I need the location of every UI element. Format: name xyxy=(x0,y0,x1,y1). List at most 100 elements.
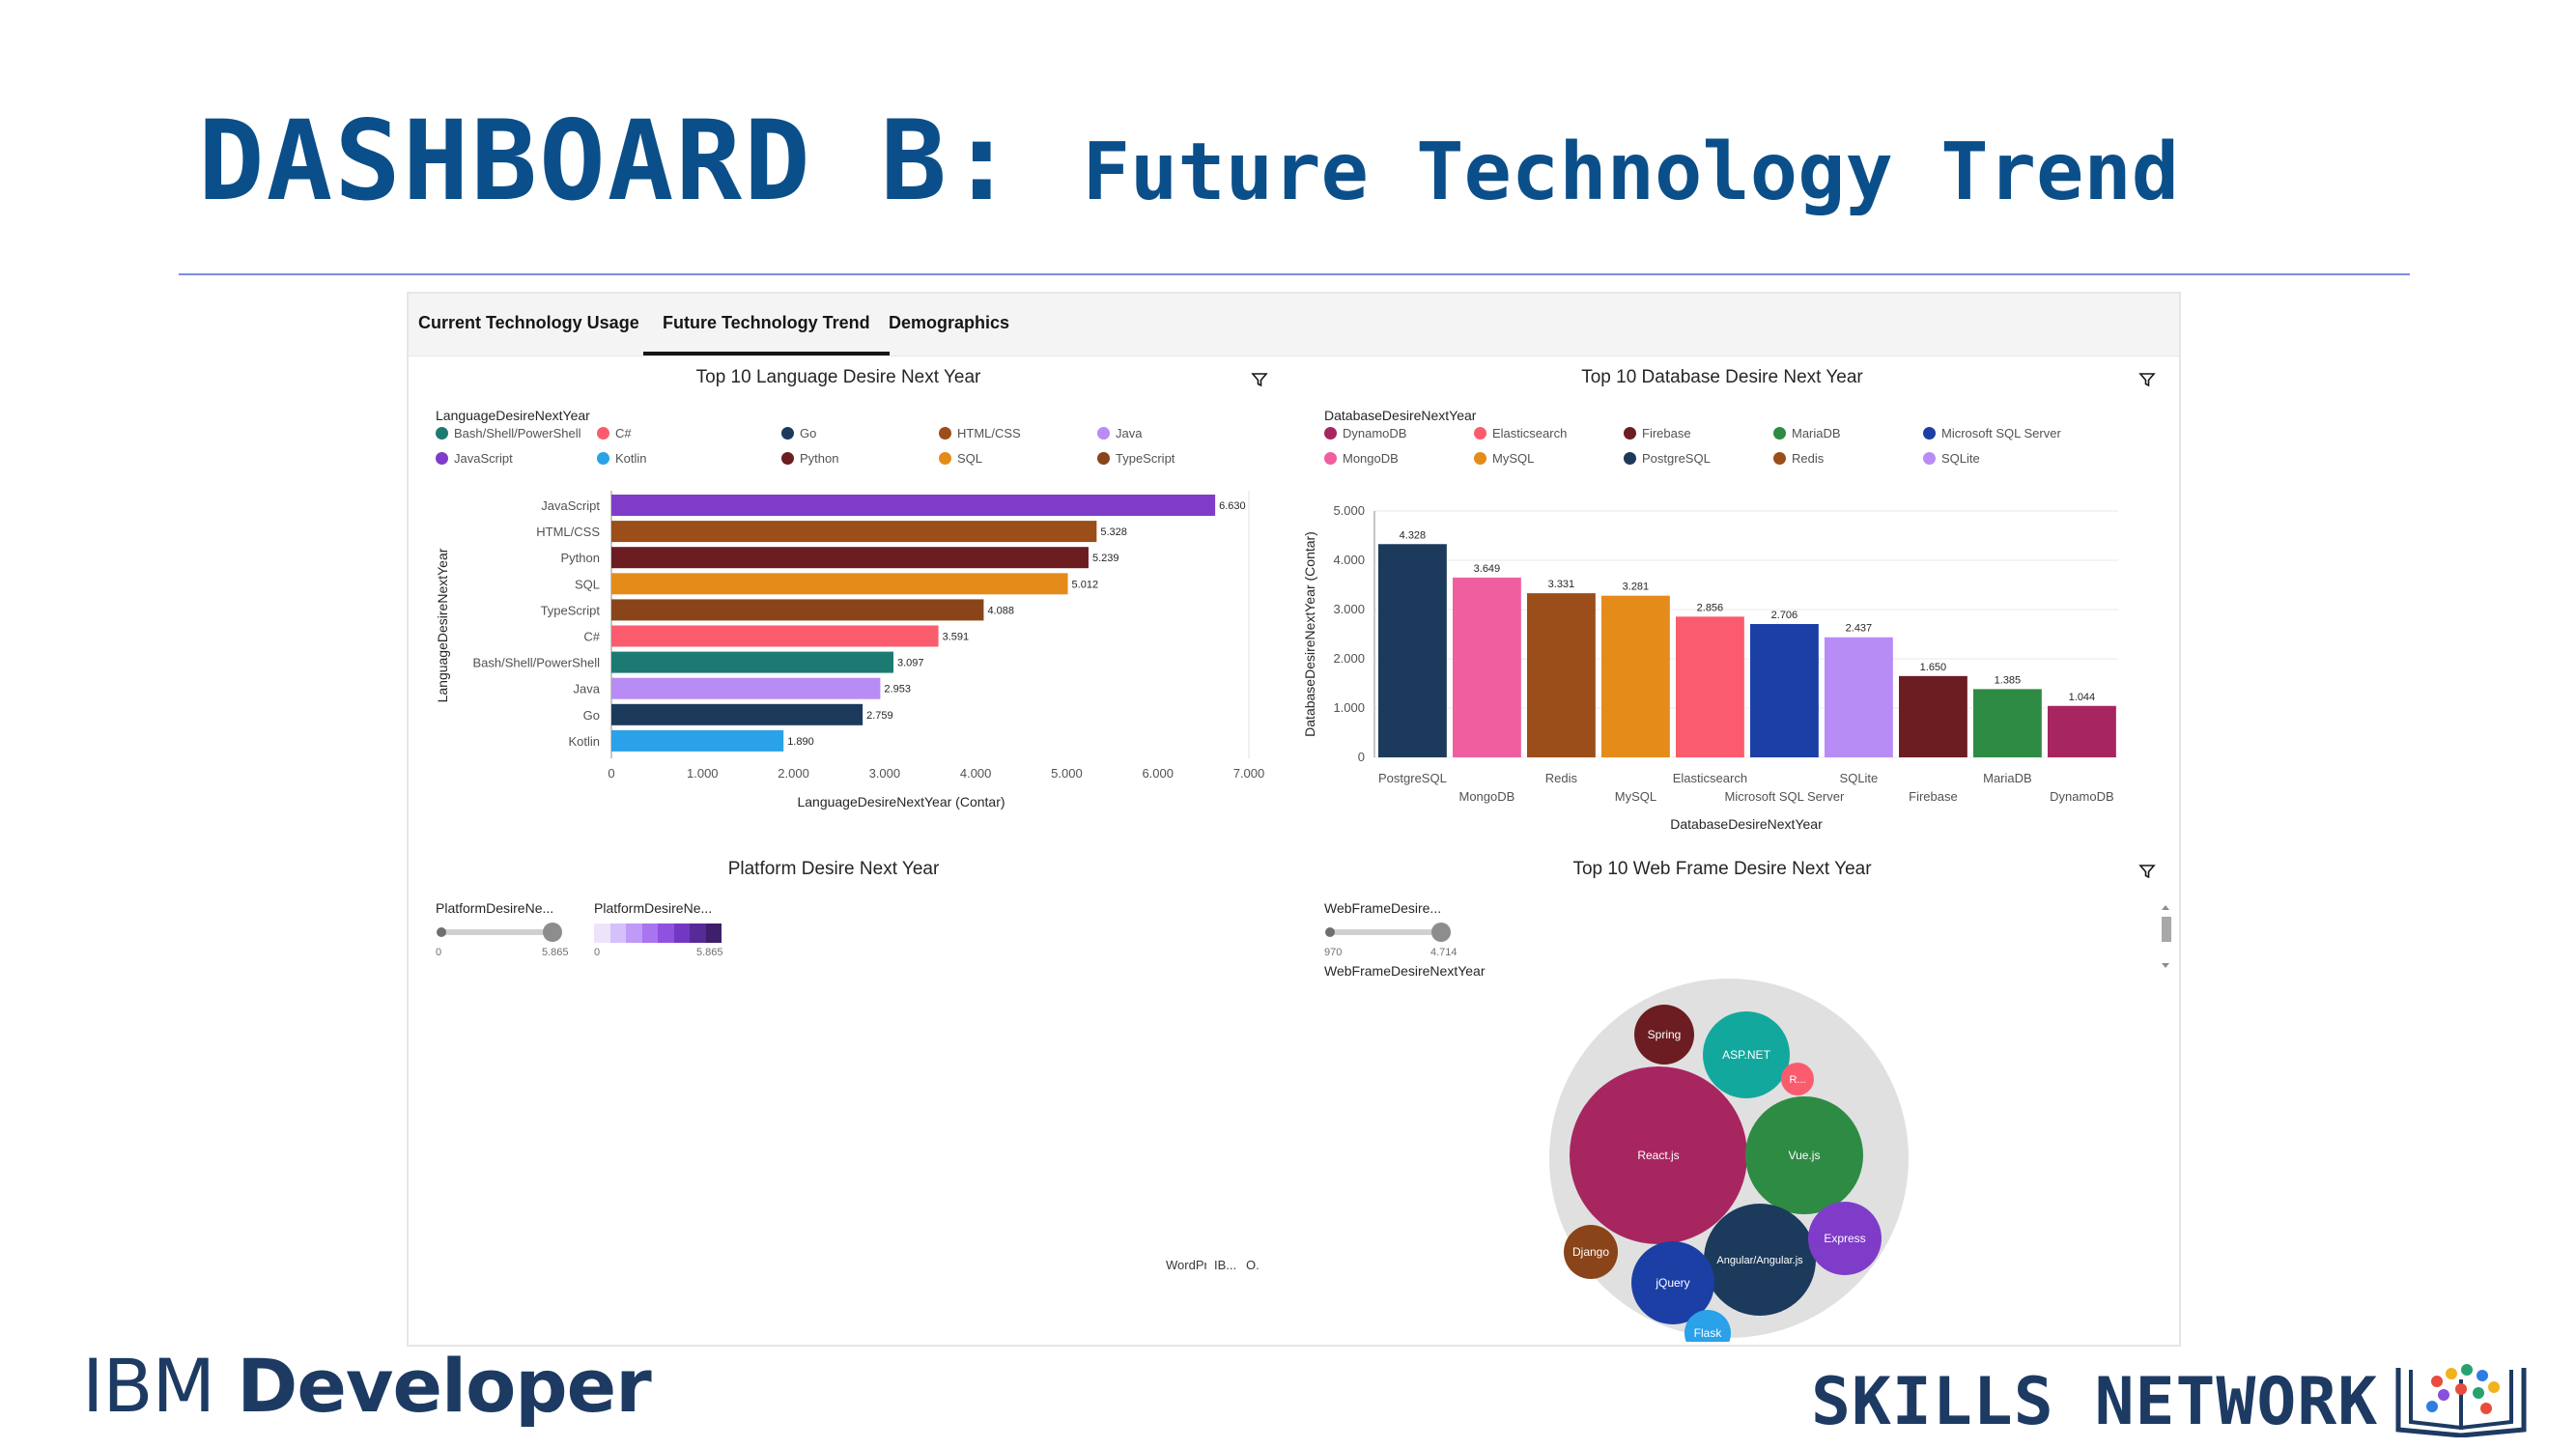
platform-size-slider[interactable] xyxy=(436,922,571,943)
bar-kotlin xyxy=(611,729,784,752)
legend-swatch xyxy=(597,427,609,440)
bubble-label: jQuery xyxy=(1655,1276,1689,1290)
tile-slack[interactable]: Slack xyxy=(1160,972,1264,1107)
database-legend-item-sqlite[interactable]: SQLite xyxy=(1923,451,1980,466)
category-label-html-css: HTML/CSS xyxy=(536,525,600,539)
value-label-sql: 5.012 xyxy=(1072,579,1099,590)
bar-mongodb xyxy=(1453,577,1521,757)
tile-docker[interactable]: Docker xyxy=(424,1153,649,1333)
language-filter-icon[interactable] xyxy=(1251,371,1268,388)
webframe-slider-label: WebFrameDesire... xyxy=(1324,900,1442,916)
bubble-jquery: jQuery xyxy=(1631,1241,1714,1324)
skills-network-logo: SKILLS NETWORK xyxy=(1811,1364,2379,1440)
skills-network-book-icon xyxy=(2395,1364,2527,1437)
language-legend-item-typescript[interactable]: TypeScript xyxy=(1097,451,1175,466)
database-legend-item-elasticsearch[interactable]: Elasticsearch xyxy=(1474,426,1567,440)
value-label-go: 2.759 xyxy=(866,710,893,722)
tile-other[interactable]: O... xyxy=(1242,1254,1264,1333)
y-tick-label: 2.000 xyxy=(1333,651,1365,666)
tab-demographics[interactable]: Demographics xyxy=(889,313,1010,332)
tile-windows[interactable]: Windows xyxy=(649,1111,874,1231)
language-legend-item-go[interactable]: Go xyxy=(781,426,816,440)
database-legend-item-mariadb[interactable]: MariaDB xyxy=(1773,426,1841,440)
tile-arduino[interactable]: Arduino xyxy=(1162,1107,1230,1254)
legend-swatch xyxy=(781,427,794,440)
database-legend-item-mongodb[interactable]: MongoDB xyxy=(1324,451,1399,466)
database-legend-item-firebase[interactable]: Firebase xyxy=(1624,426,1691,440)
bubble-spring: Spring xyxy=(1634,1005,1694,1065)
value-label-kotlin: 1.890 xyxy=(787,736,814,748)
tile-linux[interactable]: Linux xyxy=(424,972,649,1153)
legend-swatch xyxy=(1097,427,1110,440)
x-tick-label: 6.000 xyxy=(1142,766,1174,781)
tile-kubernetes[interactable]: Kubernetes xyxy=(874,972,1036,1111)
legend-label: Python xyxy=(800,451,839,466)
webframe-legend-scrollbar[interactable] xyxy=(2157,900,2174,978)
database-legend-item-mysql[interactable]: MySQL xyxy=(1474,451,1534,466)
legend-swatch xyxy=(436,452,448,465)
slider-max-handle xyxy=(1431,923,1451,942)
language-legend-item-c[interactable]: C# xyxy=(597,426,632,440)
tile-ios[interactable]: iOS xyxy=(1036,1221,1162,1333)
tile-google-cloud-platform[interactable]: Google Cloud Platf... xyxy=(1036,972,1160,1107)
legend-label: Microsoft SQL Server xyxy=(1941,426,2061,440)
value-label-typescript: 4.088 xyxy=(987,605,1014,616)
legend-swatch xyxy=(1624,427,1636,440)
language-legend-item-python[interactable]: Python xyxy=(781,451,838,466)
database-filter-icon[interactable] xyxy=(2138,371,2156,388)
database-legend-item-dynamodb[interactable]: DynamoDB xyxy=(1324,426,1406,440)
tile-heroku[interactable]: Heroku xyxy=(1230,1107,1264,1254)
tile-ibm[interactable]: IB... xyxy=(1210,1254,1242,1333)
bubble-label: Express xyxy=(1824,1232,1865,1245)
scroll-down-icon xyxy=(2162,963,2169,968)
x-axis-title: DatabaseDesireNextYear xyxy=(1670,816,1823,832)
bar-postgresql xyxy=(1378,544,1447,757)
tile-macos[interactable]: MacOS xyxy=(874,1111,1036,1223)
legend-label: HTML/CSS xyxy=(957,426,1021,440)
category-label-mariadb: MariaDB xyxy=(1983,771,2032,785)
y-tick-label: 0 xyxy=(1358,750,1365,764)
legend-label: MariaDB xyxy=(1792,426,1841,440)
bubble-label: Flask xyxy=(1694,1326,1723,1340)
language-legend-item-javascript[interactable]: JavaScript xyxy=(436,451,513,466)
category-label-sqlite: SQLite xyxy=(1840,771,1879,785)
database-legend-item-redis[interactable]: Redis xyxy=(1773,451,1824,466)
bar-firebase xyxy=(1899,675,1967,757)
bubble-label: Django xyxy=(1572,1245,1609,1259)
legend-swatch xyxy=(939,427,951,440)
webframe-filter-icon[interactable] xyxy=(2138,863,2156,880)
tile-microsoft-azure[interactable]: Microsoft Azure xyxy=(1036,1107,1162,1221)
language-legend-item-kotlin[interactable]: Kotlin xyxy=(597,451,647,466)
legend-swatch xyxy=(1097,452,1110,465)
bar-redis xyxy=(1527,593,1596,757)
language-legend-item-java[interactable]: Java xyxy=(1097,426,1142,440)
tab-future-technology-trend[interactable]: Future Technology Trend xyxy=(643,294,890,355)
legend-label: Elasticsearch xyxy=(1492,426,1568,440)
bubble-r: R... xyxy=(1781,1063,1814,1095)
tile-android[interactable]: Android xyxy=(649,1231,874,1333)
bar-mysql xyxy=(1601,595,1670,757)
database-legend-item-postgresql[interactable]: PostgreSQL xyxy=(1624,451,1711,466)
webframe-chart-title: Top 10 Web Frame Desire Next Year xyxy=(1572,859,1872,879)
legend-label: Firebase xyxy=(1642,426,1691,440)
tile-aws[interactable]: AWS xyxy=(649,972,874,1111)
bubble-circle xyxy=(1631,1241,1714,1324)
language-legend-item-bash-shell-powershell[interactable]: Bash/Shell/PowerShell xyxy=(436,426,581,440)
bubble-express: Express xyxy=(1808,1202,1882,1275)
language-legend-item-sql[interactable]: SQL xyxy=(939,451,982,466)
category-label-mongodb: MongoDB xyxy=(1459,789,1515,804)
bubble-react-js: React.js xyxy=(1570,1066,1747,1244)
legend-swatch xyxy=(1474,427,1486,440)
webframe-size-slider[interactable] xyxy=(1324,922,1459,943)
x-tick-label: 3.000 xyxy=(869,766,901,781)
bubble-circle xyxy=(1745,1096,1863,1214)
tile-wordpress[interactable]: WordPr... xyxy=(1162,1254,1210,1333)
language-legend-item-html-css[interactable]: HTML/CSS xyxy=(939,426,1021,440)
bar-elasticsearch xyxy=(1676,616,1744,757)
tab-current-technology-usage[interactable]: Current Technology Usage xyxy=(418,313,639,332)
legend-label: Go xyxy=(800,426,817,440)
database-legend-item-microsoft-sql-server[interactable]: Microsoft SQL Server xyxy=(1923,426,2061,440)
platform-scale-min: 0 xyxy=(594,947,601,958)
bar-microsoft-sql-server xyxy=(1750,623,1819,757)
tile-raspberry-pi[interactable]: Raspberry Pi xyxy=(874,1223,1036,1333)
